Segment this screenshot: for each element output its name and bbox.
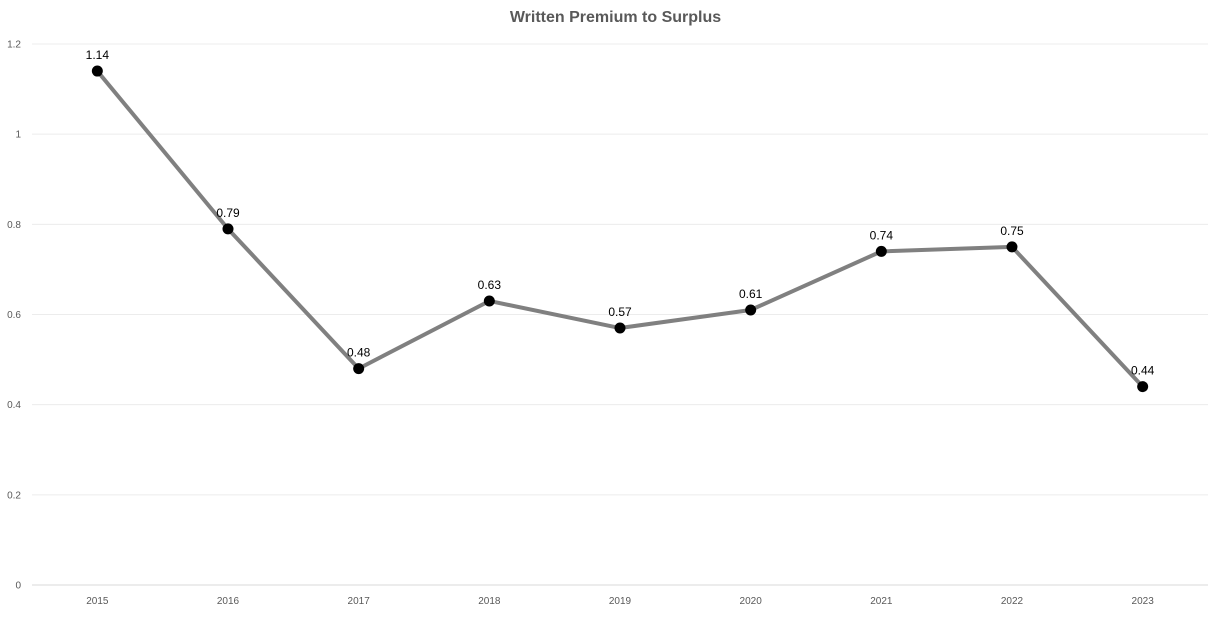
data-point: [91, 65, 103, 77]
data-point: [483, 295, 495, 307]
data-point: [353, 363, 365, 375]
x-tick-label: 2021: [870, 596, 893, 607]
data-label: 0.57: [608, 305, 632, 319]
y-tick-label: 0.4: [7, 400, 21, 411]
data-label: 0.44: [1131, 364, 1155, 378]
x-tick-label: 2020: [740, 596, 763, 607]
data-point: [1137, 381, 1149, 393]
data-point: [875, 245, 887, 257]
chart-title: Written Premium to Surplus: [509, 9, 722, 26]
y-tick-label: 0.6: [7, 310, 21, 321]
y-tick-label: 0.8: [7, 220, 21, 231]
data-labels: 1.14 0.79 0.48 0.63 0.57 0.61 0.74 0.75 0.44: [86, 48, 1155, 378]
data-label: 0.48: [347, 346, 371, 360]
data-point: [1006, 241, 1018, 253]
y-tick-label: 0.2: [7, 490, 21, 501]
series-layer: [91, 65, 1149, 393]
y-tick-label: 1.2: [7, 40, 21, 51]
x-tick-label: 2017: [348, 596, 371, 607]
x-tick-label: 2019: [609, 596, 632, 607]
x-tick-label: 2023: [1132, 596, 1155, 607]
x-tick-label: 2015: [86, 596, 109, 607]
data-label: 1.14: [86, 48, 110, 62]
data-label: 0.74: [870, 228, 894, 242]
data-label: 0.75: [1000, 224, 1024, 238]
axes: 0 0.2 0.4 0.6 0.8 1 1.2 2015 2016 2017 2018 2019 202…: [7, 40, 1208, 607]
data-point: [222, 223, 234, 235]
y-tick-label: 1: [15, 130, 21, 141]
data-label: 0.63: [478, 278, 502, 292]
data-label: 0.61: [739, 287, 763, 301]
data-point: [614, 322, 626, 334]
x-tick-label: 2018: [478, 596, 501, 607]
y-tick-label: 0: [15, 581, 21, 592]
data-point: [745, 304, 757, 316]
x-tick-label: 2016: [217, 596, 240, 607]
series-line: [95, 69, 1145, 389]
data-label: 0.79: [216, 206, 240, 220]
x-tick-label: 2022: [1001, 596, 1024, 607]
